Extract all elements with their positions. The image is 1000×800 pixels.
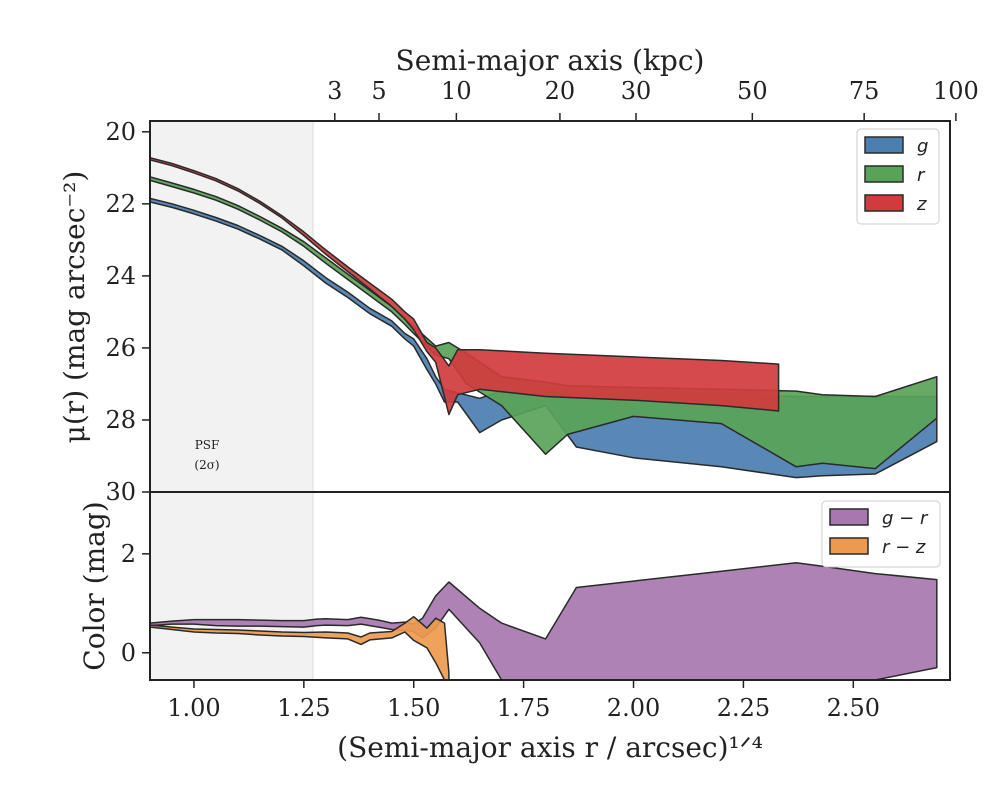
x-tick-label: 1.25 bbox=[277, 694, 330, 722]
legend-label-r-minus-z: r − z bbox=[882, 537, 926, 558]
top-axis-tick-label: 75 bbox=[849, 77, 880, 105]
top-axis-tick-label: 5 bbox=[371, 77, 386, 105]
top-y-axis-title: μ(r) (mag arcsec⁻²) bbox=[58, 171, 91, 444]
surface-brightness-panel: 351020305075100150202224262830 grz PSF (… bbox=[58, 44, 979, 506]
legend-swatch-g-minus-r bbox=[829, 508, 869, 526]
top-axis-title: Semi-major axis (kpc) bbox=[396, 44, 705, 77]
bottom-panel-frame bbox=[149, 491, 951, 681]
top-axis-tick-label: 10 bbox=[441, 77, 472, 105]
top-axis-tick-label: 50 bbox=[737, 77, 768, 105]
psf-shaded-region-bottom bbox=[150, 492, 313, 680]
legend-label-z: z bbox=[916, 194, 927, 215]
legend-label-g-minus-r: g − r bbox=[882, 508, 929, 529]
x-tick-label: 1.50 bbox=[387, 694, 440, 722]
bottom-y-tick-label: 2 bbox=[121, 540, 136, 568]
legend-label-r: r bbox=[917, 165, 926, 186]
x-tick-label: 2.50 bbox=[827, 694, 880, 722]
psf-label: PSF bbox=[195, 438, 220, 452]
x-axis-title: (Semi-major axis r / arcsec)¹ᐟ⁴ bbox=[337, 731, 763, 764]
x-tick-label: 1.75 bbox=[497, 694, 550, 722]
top-axis-tick-label: 20 bbox=[545, 77, 576, 105]
legend-swatch-r bbox=[864, 165, 904, 183]
psf-label-sigma: (2σ) bbox=[194, 458, 219, 472]
legend-swatch-z bbox=[864, 194, 904, 212]
top-y-tick-label: 22 bbox=[105, 190, 136, 218]
top-y-tick-label: 24 bbox=[105, 262, 136, 290]
x-tick-label: 1.00 bbox=[167, 694, 220, 722]
top-axis-tick-label: 100 bbox=[933, 77, 979, 105]
bottom-y-axis-title: Color (mag) bbox=[78, 501, 111, 670]
series-g-minus-r-band bbox=[150, 561, 938, 680]
x-tick-label: 2.00 bbox=[607, 694, 660, 722]
top-axis-tick-label: 3 bbox=[327, 77, 342, 105]
series-z-band bbox=[150, 156, 780, 416]
legend-label-g: g bbox=[917, 136, 928, 157]
top-y-tick-label: 20 bbox=[105, 118, 136, 146]
top-y-tick-label: 30 bbox=[105, 478, 136, 506]
bottom-y-tick-label: 0 bbox=[121, 639, 136, 667]
top-y-tick-label: 28 bbox=[105, 406, 136, 434]
psf-shaded-region bbox=[150, 121, 313, 492]
top-y-tick-label: 26 bbox=[105, 334, 136, 362]
x-tick-label: 2.25 bbox=[717, 694, 770, 722]
top-axis-tick-label: 30 bbox=[621, 77, 652, 105]
color-panel: 0 2 1.00 1.25 1.50 1.75 2.00 2.25 2.50 g − r r − … bbox=[78, 491, 951, 764]
series-r-minus-z-band bbox=[150, 615, 450, 680]
legend-swatch-r-minus-z bbox=[829, 537, 869, 555]
legend-swatch-g bbox=[864, 136, 904, 154]
